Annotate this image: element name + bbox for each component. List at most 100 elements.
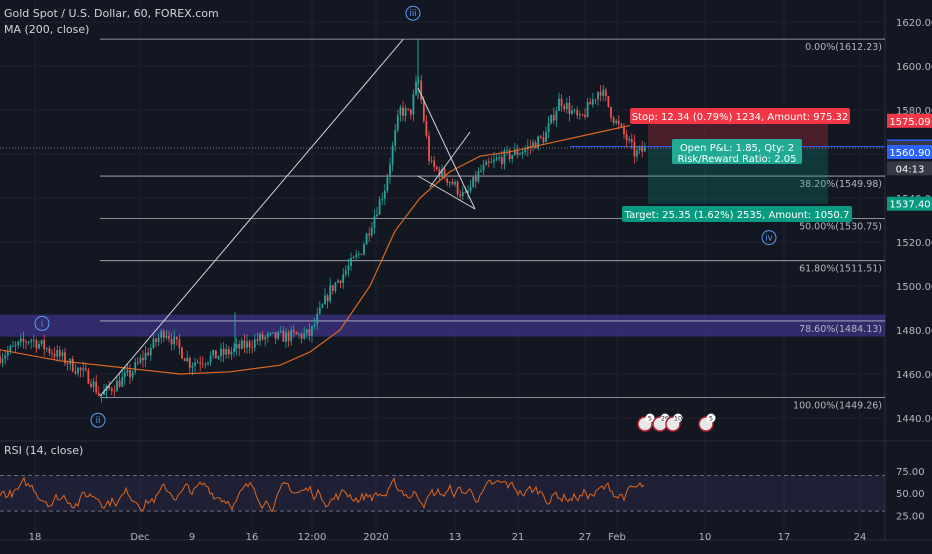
candle-245 — [636, 145, 638, 162]
candle-27 — [69, 358, 72, 371]
wedge-line-cross — [429, 131, 471, 188]
candle-118 — [305, 328, 308, 339]
candle-181 — [469, 179, 472, 194]
price-tick-0: 1620.00 — [896, 18, 932, 29]
candle-0 — [0, 349, 1, 366]
candle-202 — [524, 145, 527, 156]
wave-label-ii: ii — [96, 416, 101, 426]
wedge-line-upper — [417, 87, 476, 210]
candle-235 — [610, 106, 612, 122]
candle-232 — [602, 84, 605, 101]
candle-196 — [508, 148, 511, 163]
rsi-legend: RSI (14, close) — [4, 444, 84, 457]
candle-23 — [58, 346, 61, 362]
candle-205 — [532, 139, 534, 152]
fib-label-4: 78.60%(1484.13) — [799, 324, 882, 335]
candle-182 — [472, 176, 475, 188]
event-count-1: 29 — [661, 415, 669, 423]
candle-207 — [537, 135, 540, 151]
candle-201 — [521, 148, 524, 159]
time-tick-6: 13 — [449, 532, 462, 543]
candle-224 — [581, 113, 584, 117]
candle-103 — [266, 331, 269, 343]
candle-135 — [350, 252, 352, 271]
candle-58 — [149, 343, 152, 362]
candle-30 — [77, 366, 79, 377]
candle-50 — [129, 364, 131, 385]
fib-label-0: 0.00%(1612.23) — [805, 42, 882, 53]
candle-212 — [550, 114, 553, 125]
candle-145 — [376, 206, 378, 218]
candle-97 — [251, 340, 254, 354]
candle-92 — [238, 340, 241, 357]
candle-176 — [456, 180, 459, 198]
candle-96 — [248, 339, 251, 354]
candle-147 — [381, 192, 384, 206]
candle-91 — [235, 337, 238, 356]
time-tick-4: 12:00 — [298, 532, 327, 543]
candle-43 — [110, 386, 113, 396]
candle-187 — [485, 159, 488, 166]
candle-133 — [344, 265, 347, 278]
candle-86 — [222, 342, 225, 363]
candle-115 — [298, 332, 300, 339]
wave-circle-i — [34, 315, 50, 331]
candle-194 — [503, 148, 506, 170]
candle-227 — [589, 98, 592, 105]
candle-64 — [165, 330, 168, 341]
candle-191 — [495, 153, 498, 162]
candle-241 — [625, 130, 628, 148]
candle-4 — [9, 344, 12, 355]
symbol-title: Gold Spot / U.S. Dollar, 60, FOREX.com — [4, 7, 219, 20]
candle-173 — [448, 181, 451, 188]
candle-10 — [25, 339, 27, 350]
target-label-text-0: Target: 25.35 (1.62%) 2535, Amount: 1050… — [624, 210, 850, 221]
candle-172 — [446, 177, 449, 187]
candle-52 — [134, 358, 137, 375]
candle-231 — [599, 85, 602, 102]
candle-13 — [32, 334, 35, 348]
candle-113 — [292, 324, 295, 338]
candle-198 — [513, 143, 516, 156]
candle-16 — [40, 339, 43, 347]
candle-248 — [643, 142, 646, 152]
candle-36 — [92, 377, 95, 393]
candle-223 — [578, 110, 581, 120]
candle-47 — [121, 370, 124, 388]
candle-180 — [467, 185, 469, 200]
candle-226 — [586, 97, 589, 118]
candle-88 — [227, 345, 230, 359]
price-tag-0: 1575.09 — [889, 117, 930, 128]
candle-161 — [417, 77, 420, 85]
ma-legend: MA (200, close) — [4, 23, 90, 36]
candle-136 — [352, 255, 355, 259]
candle-73 — [188, 356, 191, 373]
candle-158 — [409, 109, 412, 120]
candle-78 — [201, 356, 204, 368]
candle-178 — [461, 186, 464, 201]
candle-219 — [568, 95, 571, 122]
candle-63 — [162, 329, 165, 342]
candle-24 — [61, 349, 64, 362]
candle-105 — [272, 332, 274, 334]
price-tag-bg-3 — [887, 145, 932, 160]
candle-85 — [220, 342, 222, 363]
candle-95 — [246, 334, 248, 354]
candle-44 — [113, 385, 116, 397]
candle-94 — [243, 333, 246, 354]
candle-156 — [404, 104, 407, 122]
price-tick-5: 1520.00 — [896, 238, 932, 249]
candle-193 — [500, 150, 503, 170]
time-tick-9: Feb — [608, 532, 626, 543]
candle-45 — [116, 376, 118, 392]
candle-170 — [441, 164, 443, 181]
candle-2 — [4, 349, 7, 365]
time-tick-11: 17 — [778, 532, 791, 543]
candle-242 — [628, 135, 631, 144]
ma-line — [0, 124, 631, 375]
time-tick-3: 16 — [246, 532, 259, 543]
candle-229 — [594, 98, 597, 105]
candle-102 — [264, 335, 267, 347]
